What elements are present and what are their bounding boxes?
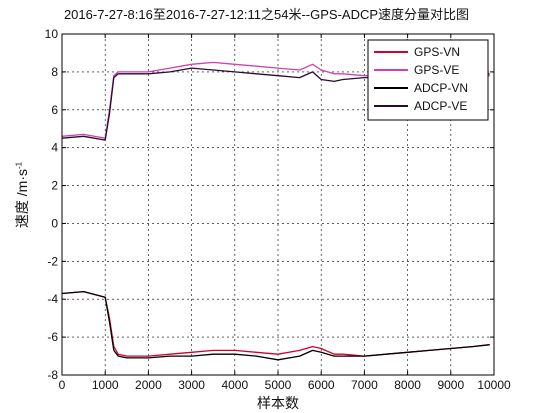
x-tick-label: 8000 [394, 378, 421, 392]
y-tick-label: -4 [47, 292, 58, 306]
y-tick-label: 6 [51, 103, 58, 117]
legend-label-gps-ve: GPS-VE [414, 63, 459, 77]
legend-label-adcp-ve: ADCP-VE [414, 99, 467, 113]
legend-label-adcp-vn: ADCP-VN [414, 81, 468, 95]
x-tick-label: 2000 [135, 378, 162, 392]
chart-title: 2016-7-27-8:16至2016-7-27-12:11之54米--GPS-… [63, 7, 470, 22]
legend-label-gps-vn: GPS-VN [414, 45, 460, 59]
y-tick-label: -6 [47, 330, 58, 344]
series-line-adcp-vn [61, 290, 490, 361]
y-tick-label: -8 [47, 368, 58, 382]
y-tick-label: 10 [45, 27, 59, 41]
y-tick-label: 0 [51, 216, 58, 230]
y-tick-label: 4 [51, 141, 58, 155]
y-tick-label: 8 [51, 65, 58, 79]
x-axis-label: 样本数 [257, 395, 299, 411]
x-tick-label: 9000 [437, 378, 464, 392]
x-tick-label: 1000 [92, 378, 119, 392]
x-tick-label: 10000 [477, 378, 511, 392]
x-tick-label: 0 [59, 378, 66, 392]
x-tick-label: 5000 [265, 378, 292, 392]
x-tick-label: 7000 [351, 378, 378, 392]
x-tick-label: 4000 [221, 378, 248, 392]
y-tick-label: -2 [47, 254, 58, 268]
x-tick-label: 3000 [178, 378, 205, 392]
x-tick-label: 6000 [308, 378, 335, 392]
y-tick-label: 2 [51, 179, 58, 193]
